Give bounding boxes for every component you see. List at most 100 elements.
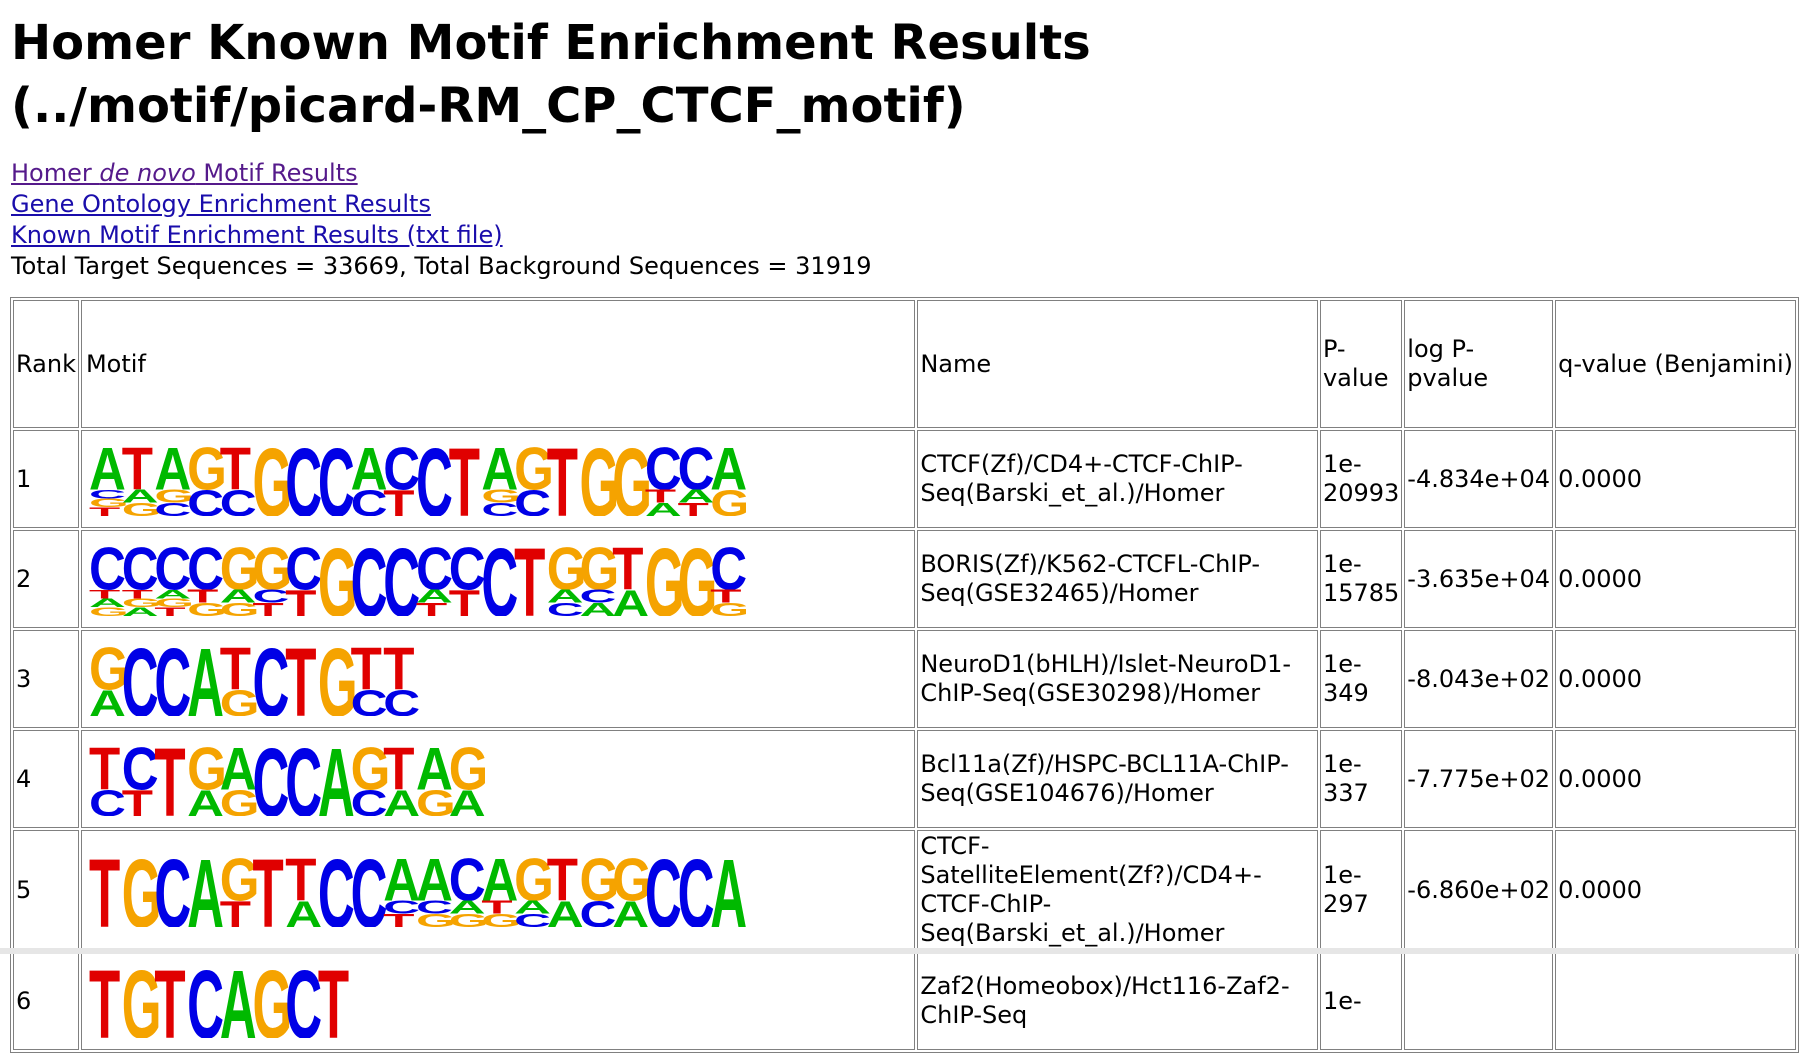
logo-letter-T: T: [252, 853, 283, 927]
logo-letter-C: C: [351, 542, 388, 616]
logo-letter-T: T: [383, 642, 414, 702]
logo-letter-T: T: [678, 500, 710, 516]
logo-letter-G: G: [449, 911, 489, 927]
logo-letter-G: G: [351, 742, 391, 802]
logo-letter-C: C: [514, 911, 551, 927]
motif-name-cell: NeuroD1(bHLH)/Islet-NeuroD1-ChIP-Seq(GSE…: [917, 630, 1318, 728]
logo-letter-A: A: [122, 605, 159, 616]
motif-name-cell: Zaf2(Homeobox)/Hct116-Zaf2-ChIP-Seq: [917, 952, 1318, 1050]
logo-letter-G: G: [710, 484, 746, 516]
logp-cell: -6.860e+02: [1404, 830, 1554, 950]
logo-letter-T: T: [89, 742, 120, 802]
logo-letter-C: C: [89, 784, 126, 816]
logo-letter-C: C: [154, 542, 191, 602]
pvalue-cell: 1e-349: [1319, 630, 1403, 728]
logo-letter-A: A: [383, 784, 420, 816]
logo-letter-C: C: [252, 586, 289, 607]
logo-letter-T: T: [710, 586, 742, 607]
logo-letter-C: C: [579, 895, 616, 927]
pvalue-cell: 1e-337: [1319, 730, 1403, 828]
logo-letter-A: A: [220, 586, 257, 607]
logo-letter-G: G: [252, 542, 292, 602]
rank-cell: 6: [13, 952, 79, 1050]
totals-text: Total Target Sequences = 33669, Total Ba…: [11, 252, 872, 280]
logo-letter-T: T: [89, 587, 121, 601]
go-results-link[interactable]: Gene Ontology Enrichment Results: [11, 190, 431, 218]
logo-letter-A: A: [285, 895, 322, 927]
logo-letter-C: C: [351, 784, 388, 816]
header-qvalue: q-value (Benjamini): [1555, 300, 1796, 428]
logo-letter-T: T: [122, 587, 154, 601]
logo-letter-A: A: [416, 853, 453, 913]
logo-letter-T: T: [154, 964, 185, 1038]
logo-letter-A: A: [449, 784, 485, 816]
logo-letter-G: G: [220, 684, 260, 716]
txt-results-link[interactable]: Known Motif Enrichment Results (txt file…: [11, 221, 503, 249]
motif-logo-cell: ACGTTAGAGCGCTCGCCACCTCTAGCGCTGGCTACATAG: [80, 430, 916, 528]
logo-letter-G: G: [416, 784, 456, 816]
header-logp: log P-pvalue: [1404, 300, 1554, 428]
logo-letter-T: T: [449, 442, 480, 516]
logo-letter-T: T: [89, 853, 120, 927]
logo-letter-A: A: [187, 784, 224, 816]
logo-letter-A: A: [449, 897, 486, 918]
logo-letter-C: C: [416, 542, 453, 602]
pvalue-cell: 1e-: [1319, 952, 1403, 1050]
rank-cell: 5: [13, 830, 79, 950]
logo-letter-A: A: [383, 853, 420, 913]
logo-letter-G: G: [612, 442, 652, 516]
denovo-link-suffix: Motif Results: [195, 159, 358, 187]
logo-letter-C: C: [318, 853, 355, 927]
logo-letter-A: A: [481, 442, 518, 502]
header-motif: Motif: [80, 300, 916, 428]
logo-letter-C: C: [383, 684, 419, 716]
table-row: 6 T G T C A G C T Zaf2(Homeobox)/Hct116-Zaf2-ChIP…: [13, 952, 1796, 1050]
logo-letter-T: T: [383, 742, 414, 802]
logp-cell: -7.775e+02: [1404, 730, 1554, 828]
logo-letter-C: C: [285, 542, 322, 602]
logo-letter-T: T: [122, 442, 153, 502]
logo-letter-T: T: [383, 911, 415, 927]
logo-letter-G: G: [220, 542, 260, 602]
header-name: Name: [917, 300, 1318, 428]
logo-letter-C: C: [122, 642, 159, 716]
logo-letter-T: T: [285, 853, 316, 913]
logp-cell: [1404, 952, 1554, 1050]
logo-letter-G: G: [187, 442, 227, 502]
denovo-results-link[interactable]: Homer de novo Motif Results: [11, 159, 358, 187]
logo-letter-T: T: [89, 964, 120, 1038]
logo-letter-C: C: [710, 542, 746, 602]
logp-cell: -4.834e+04: [1404, 430, 1554, 528]
horizontal-scrollbar[interactable]: [0, 948, 1799, 954]
logo-letter-G: G: [220, 784, 260, 816]
rank-cell: 2: [13, 530, 79, 628]
logo-letter-C: C: [154, 642, 191, 716]
logo-letter-T: T: [89, 505, 121, 516]
logo-letter-G: G: [89, 496, 129, 510]
rank-cell: 4: [13, 730, 79, 828]
motif-name-cell: BORIS(Zf)/K562-CTCFL-ChIP-Seq(GSE32465)/…: [917, 530, 1318, 628]
logo-letter-C: C: [678, 442, 715, 502]
pvalue-cell: 1e-15785: [1319, 530, 1403, 628]
logo-letter-A: A: [220, 742, 257, 802]
logo-letter-C: C: [449, 542, 486, 602]
table-row: 5 T G C A G T T T A C C A C T A C G C A G A T G G A C T A G C G A C C A CTCF…: [13, 830, 1796, 950]
logo-letter-T: T: [318, 964, 349, 1038]
logo-letter-C: C: [187, 484, 224, 516]
page-title: Homer Known Motif Enrichment Results (..…: [11, 15, 1091, 134]
logo-letter-C: C: [383, 542, 420, 616]
logo-letter-A: A: [154, 587, 191, 601]
qvalue-cell: 0.0000: [1555, 430, 1796, 528]
logo-letter-C: C: [514, 484, 551, 516]
logo-letter-G: G: [252, 442, 292, 516]
logo-letter-G: G: [187, 742, 227, 802]
logo-letter-C: C: [351, 484, 388, 516]
logo-letter-G: G: [154, 486, 194, 507]
denovo-link-em: de novo: [99, 159, 196, 187]
